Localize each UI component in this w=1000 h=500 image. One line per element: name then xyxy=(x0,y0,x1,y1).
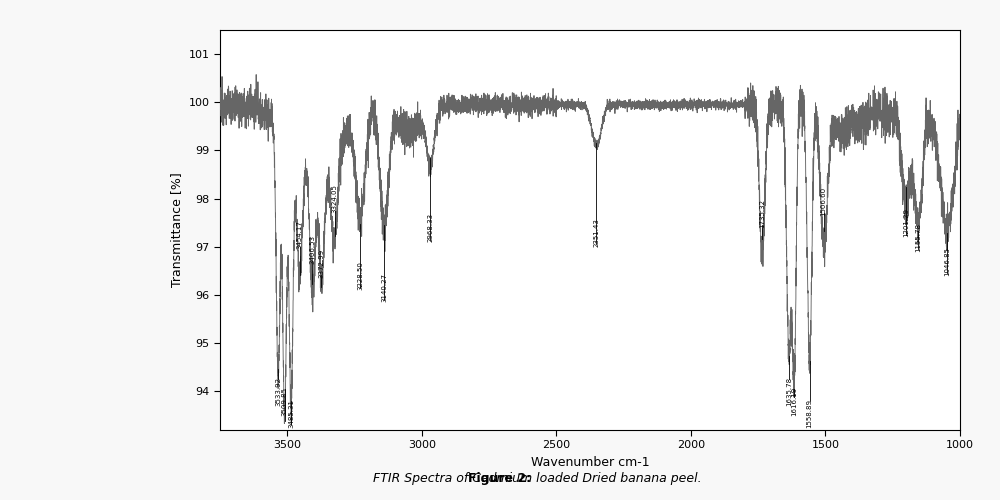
Text: 1635.78: 1635.78 xyxy=(786,377,792,406)
Text: 1558.89: 1558.89 xyxy=(807,398,813,428)
Text: 1735.32: 1735.32 xyxy=(759,198,765,228)
Text: 3533.92: 3533.92 xyxy=(275,377,281,406)
Text: 1506.60: 1506.60 xyxy=(821,186,827,216)
Text: Figure 2:: Figure 2: xyxy=(468,472,532,485)
Text: 3372.99: 3372.99 xyxy=(318,249,324,278)
Text: 2351.43: 2351.43 xyxy=(593,218,599,247)
Text: 3406.53: 3406.53 xyxy=(309,234,315,264)
Text: 1046.85: 1046.85 xyxy=(944,247,950,276)
Y-axis label: Transmittance [%]: Transmittance [%] xyxy=(170,172,183,288)
Text: 3485.31: 3485.31 xyxy=(288,398,294,428)
Text: 3509.85: 3509.85 xyxy=(282,386,288,416)
Text: 2968.33: 2968.33 xyxy=(427,213,433,242)
Text: 3228.50: 3228.50 xyxy=(357,262,363,290)
Text: FTIR Spectra of Cadmium loaded Dried banana peel.: FTIR Spectra of Cadmium loaded Dried ban… xyxy=(369,472,701,485)
Text: 1155.78: 1155.78 xyxy=(915,222,921,252)
Text: 1616.19: 1616.19 xyxy=(791,386,797,416)
Text: 3140.27: 3140.27 xyxy=(381,274,387,302)
X-axis label: Wavenumber cm-1: Wavenumber cm-1 xyxy=(531,456,649,469)
Text: 3324.05: 3324.05 xyxy=(332,184,338,213)
Text: 3454.17: 3454.17 xyxy=(297,220,303,250)
Text: 1201.29: 1201.29 xyxy=(903,208,909,237)
